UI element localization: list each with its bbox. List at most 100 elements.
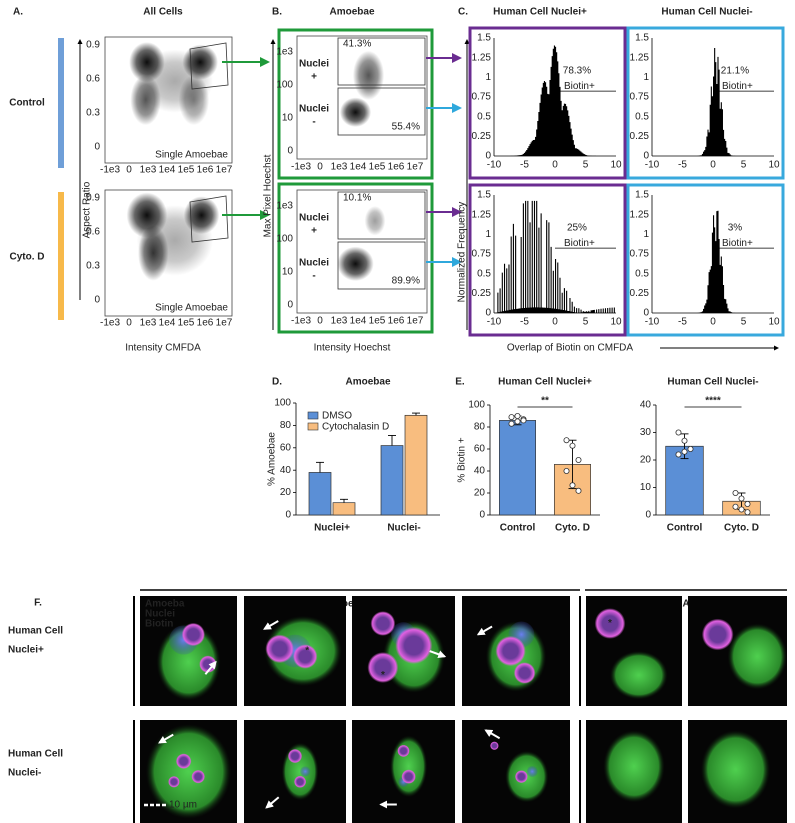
amoeba: [610, 651, 668, 700]
y-tick-label: 1.5: [477, 33, 491, 44]
data-point: [732, 503, 739, 510]
arrow: [429, 650, 447, 659]
x-tick-label: 5: [583, 160, 589, 171]
label: Amoebae: [345, 377, 390, 388]
biotin: [265, 634, 294, 664]
y-tick-label: 0: [285, 510, 291, 521]
data-point: [514, 418, 521, 425]
cell-cloud: [178, 74, 210, 126]
label: -: [312, 117, 315, 128]
label: Single Amoebae: [155, 150, 228, 161]
legend-label: Cytochalasin D: [322, 422, 389, 433]
y-tick-label: 100: [276, 234, 293, 245]
row-bar: [58, 192, 64, 320]
amoeba: [390, 735, 428, 798]
y-tick-label: 80: [474, 422, 486, 433]
y-tick-label: 10: [640, 482, 652, 493]
bar: [499, 420, 537, 516]
data-point: [569, 482, 576, 489]
y-tick-label: 40: [280, 465, 292, 476]
biotin: [514, 770, 528, 784]
y-tick-label: 0: [479, 510, 485, 521]
gate: [337, 87, 426, 136]
x-tick-label: Cyto. D: [555, 523, 590, 534]
label: Intensity Hoechst: [314, 343, 391, 354]
x-tick-label: 1e4: [159, 318, 176, 329]
y-tick-label: 40: [640, 400, 652, 411]
label: F.: [34, 598, 42, 609]
amoeba: [603, 730, 665, 803]
gate: [337, 191, 426, 240]
bar: [404, 414, 428, 516]
biotin: [191, 769, 205, 784]
y-tick-label: 0.25: [472, 288, 492, 299]
gate: [189, 195, 229, 243]
panel-border: [468, 26, 627, 180]
x-tick-label: 0: [710, 317, 716, 328]
error-bar: [340, 498, 348, 503]
x-tick-label: 1e6: [388, 316, 405, 327]
x-tick-label: 10: [768, 317, 780, 328]
label: % Biotin +: [457, 437, 468, 482]
x-tick-label: 1e6: [388, 162, 405, 173]
x-tick-label: -1e3: [100, 165, 120, 176]
x-tick-label: 1e3: [331, 316, 348, 327]
y-tick-label: 0.6: [86, 227, 100, 238]
x-tick-label: 0: [317, 162, 323, 173]
y-tick-label: 1.25: [472, 209, 492, 220]
cell-cloud: [136, 205, 213, 276]
y-tick-label: 100: [276, 80, 293, 91]
data-point: [744, 509, 751, 516]
label: Nuclei: [299, 258, 329, 269]
y-tick-label: 0: [94, 295, 100, 306]
biotin: [292, 644, 318, 669]
label: Human Cell Nuclei+: [498, 377, 592, 388]
x-tick-label: 0: [126, 318, 132, 329]
row-bar: [58, 38, 64, 168]
x-tick-label: Nuclei+: [314, 523, 350, 534]
data-point: [575, 456, 582, 463]
arrow: [476, 625, 493, 636]
y-tick-label: 20: [640, 455, 652, 466]
y-tick-label: 40: [474, 466, 486, 477]
histogram-shape: [652, 210, 774, 313]
error-bar: [412, 412, 420, 416]
x-tick-label: 5: [741, 317, 747, 328]
y-tick-label: 0.3: [86, 108, 100, 119]
x-tick-label: 10: [610, 317, 622, 328]
x-tick-label: -5: [520, 317, 529, 328]
x-tick-label: 1e4: [350, 316, 367, 327]
y-tick-label: 0.6: [86, 74, 100, 85]
x-tick-label: Control: [500, 523, 536, 534]
biotin: [168, 775, 180, 788]
bar: [380, 445, 404, 516]
bar: [332, 502, 356, 516]
label: ****: [705, 396, 721, 407]
error-bar: [316, 461, 324, 473]
x-tick-label: 1e3: [140, 165, 157, 176]
y-tick-label: 1.5: [635, 190, 649, 201]
y-tick-label: 0.75: [472, 92, 492, 103]
x-tick-label: 1e3: [331, 162, 348, 173]
label: Nuclei: [299, 104, 329, 115]
nucleus: [300, 766, 311, 777]
biotin: [175, 753, 192, 769]
panel-border: [277, 28, 434, 180]
label: Human Cell: [8, 749, 63, 760]
y-tick-label: 0.5: [477, 268, 491, 279]
label: C.: [458, 7, 468, 18]
x-tick-label: -10: [645, 160, 660, 171]
x-tick-label: 1e5: [178, 165, 195, 176]
label: Overlap of Biotin on CMFDA: [507, 343, 633, 354]
label: E.: [455, 377, 465, 388]
label: A.: [13, 7, 23, 18]
label: Nuclei: [145, 609, 175, 620]
x-tick-label: 0: [552, 160, 558, 171]
y-tick-label: 1.5: [477, 190, 491, 201]
x-tick-label: -10: [487, 160, 502, 171]
arrow: [484, 729, 501, 740]
data-point: [681, 437, 688, 444]
label: Human Cell Nuclei-: [667, 377, 758, 388]
label: Amoeba: [145, 599, 185, 610]
